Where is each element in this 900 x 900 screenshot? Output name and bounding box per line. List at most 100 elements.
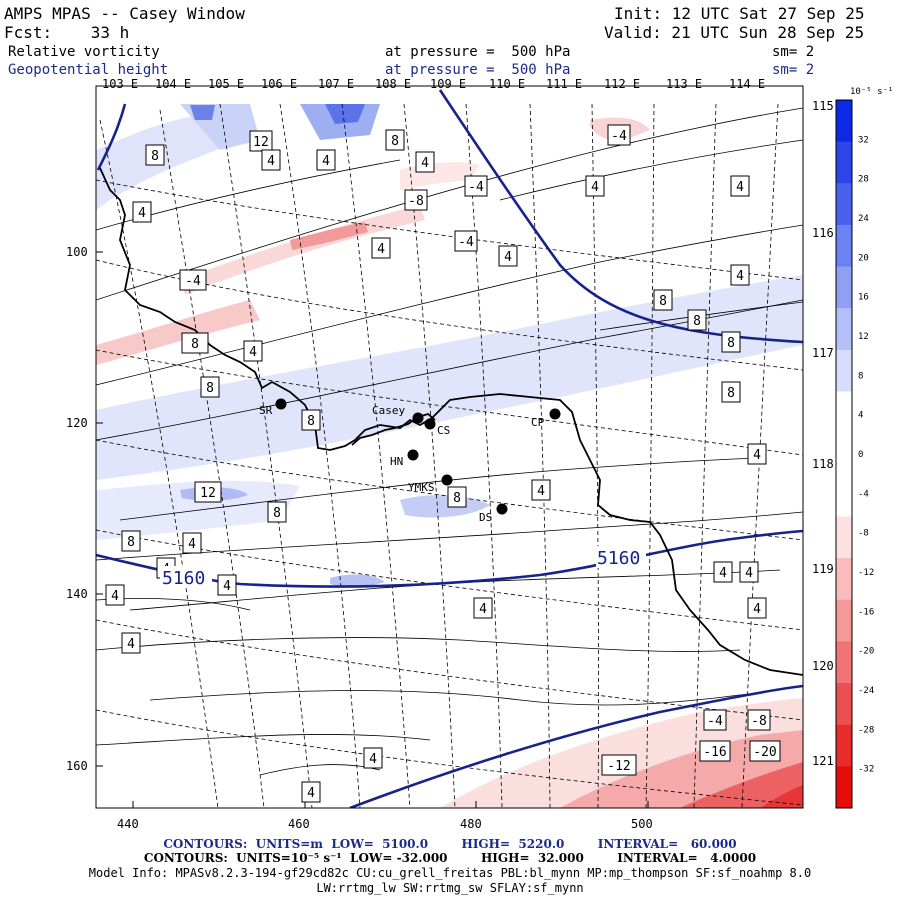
svg-text:-4: -4: [458, 235, 474, 250]
colorbar-swatch: [836, 224, 852, 268]
valid-time: Valid: 21 UTC Sun 28 Sep 25: [604, 23, 865, 42]
contour-label: 4: [585, 175, 605, 197]
colorbar-label: -12: [858, 568, 874, 578]
colorbar-label: 4: [858, 411, 863, 421]
coastline: [99, 167, 803, 676]
svg-text:4: 4: [537, 484, 545, 499]
shading-red-band: [290, 222, 368, 250]
contour-label: 4: [473, 597, 493, 619]
y-tick-label: 160: [66, 759, 88, 773]
svg-text:12: 12: [253, 135, 269, 150]
forecast-hour: Fcst: 33 h: [4, 23, 130, 42]
svg-text:4: 4: [188, 537, 196, 552]
svg-text:4: 4: [736, 180, 744, 195]
colorbar-swatch: [836, 100, 852, 143]
contour-label: 8: [721, 381, 741, 403]
lon-label: 108 E: [375, 77, 412, 91]
colorbar-label: 8: [858, 371, 863, 381]
svg-text:8: 8: [151, 149, 159, 164]
colorbar-swatch: [836, 599, 852, 642]
svg-text:8: 8: [127, 535, 135, 550]
footer-model-info-2: LW:rrtmg_lw SW:rrtmg_sw SFLAY:sf_mynn: [316, 881, 584, 895]
contour-label: 4: [243, 340, 263, 362]
contour-label: -16: [699, 740, 731, 762]
contour-label: 4: [747, 443, 767, 465]
lon-label: 105 E: [208, 77, 245, 91]
colorbar-label: -24: [858, 686, 874, 696]
colorbar-label: -32: [858, 765, 874, 775]
contour-label: 8: [200, 376, 220, 398]
height-label: 5160: [160, 566, 212, 589]
contour-label: 4: [217, 574, 237, 596]
colorbar-swatch: [836, 141, 852, 184]
colorbar-label: -20: [858, 647, 874, 657]
field1-smoothing: sm= 2: [772, 44, 815, 60]
contour-label: 4: [301, 781, 321, 803]
svg-text:4: 4: [479, 602, 487, 617]
lon-label: 106 E: [261, 77, 298, 91]
svg-text:4: 4: [421, 156, 429, 171]
colorbar-label: 20: [858, 253, 869, 263]
contour-label: 8: [145, 144, 165, 166]
colorbar: 32 28 24 20 16 12 8 4 0 -4 -8 -12 -16 -20 -24 -28 -32: [835, 99, 874, 809]
contour-label: 4: [713, 561, 733, 583]
colorbar-swatch: [836, 266, 852, 309]
footer-model-info: Model Info: MPASv8.2.3-194-gf29cd82c CU:…: [88, 866, 812, 880]
contour-label: 4: [121, 632, 141, 654]
svg-text:8: 8: [453, 491, 461, 506]
field2-name: Geopotential height: [8, 62, 169, 78]
contour-label: 8: [267, 501, 287, 523]
station-marker: YMKS: [408, 474, 453, 494]
svg-text:4: 4: [719, 566, 727, 581]
shading-blue-top: [190, 105, 215, 120]
colorbar-label: 12: [858, 332, 869, 342]
svg-text:-8: -8: [751, 714, 767, 729]
y-tick-label: 100: [66, 245, 88, 259]
station-marker: SR: [259, 398, 287, 417]
contour-label: 4: [739, 561, 759, 583]
lon-label: 107 E: [318, 77, 355, 91]
svg-text:4: 4: [249, 345, 257, 360]
colorbar-swatch: [836, 641, 852, 684]
colorbar-label: 0: [858, 450, 863, 460]
contour-label: -4: [454, 230, 478, 252]
init-time: Init: 12 UTC Sat 27 Sep 25: [614, 4, 865, 23]
svg-text:8: 8: [659, 294, 667, 309]
lon-label: 104 E: [155, 77, 192, 91]
contour-label: 4: [363, 747, 383, 769]
svg-text:4: 4: [138, 206, 146, 221]
contour-label: 4: [371, 237, 391, 259]
svg-text:4: 4: [504, 250, 512, 265]
lon-label: 114 E: [729, 77, 766, 91]
contour-label: 4: [132, 201, 152, 223]
colorbar-frame: [835, 99, 853, 809]
contour-label: -8: [747, 709, 771, 731]
contour-label: 12: [249, 130, 273, 152]
svg-text:4: 4: [753, 448, 761, 463]
x-tick-label: 500: [631, 817, 653, 831]
svg-text:8: 8: [391, 134, 399, 149]
contour-label: 4: [730, 175, 750, 197]
shading-red-south: [760, 785, 803, 808]
station-marker: DS: [479, 503, 508, 524]
svg-text:8: 8: [693, 314, 701, 329]
station-marker: CS: [424, 418, 450, 437]
svg-text:4: 4: [127, 637, 135, 652]
station-marker: CP: [531, 408, 561, 429]
contour-label: -4: [703, 709, 727, 731]
svg-text:-12: -12: [607, 759, 630, 774]
coastline: [351, 412, 436, 446]
svg-text:SR: SR: [259, 404, 273, 417]
height-contour: [438, 89, 803, 344]
colorbar-swatch: [836, 474, 852, 517]
colorbar-swatch: [836, 766, 852, 809]
model-title: AMPS MPAS -- Casey Window: [4, 4, 245, 23]
contour-label: 12: [194, 481, 222, 503]
svg-text:4: 4: [369, 752, 377, 767]
svg-text:4: 4: [745, 566, 753, 581]
contour-label: 4: [261, 149, 281, 171]
lon-label: 111 E: [546, 77, 583, 91]
svg-text:8: 8: [727, 336, 735, 351]
colorbar-label: -16: [858, 607, 874, 617]
svg-text:YMKS: YMKS: [408, 481, 435, 494]
